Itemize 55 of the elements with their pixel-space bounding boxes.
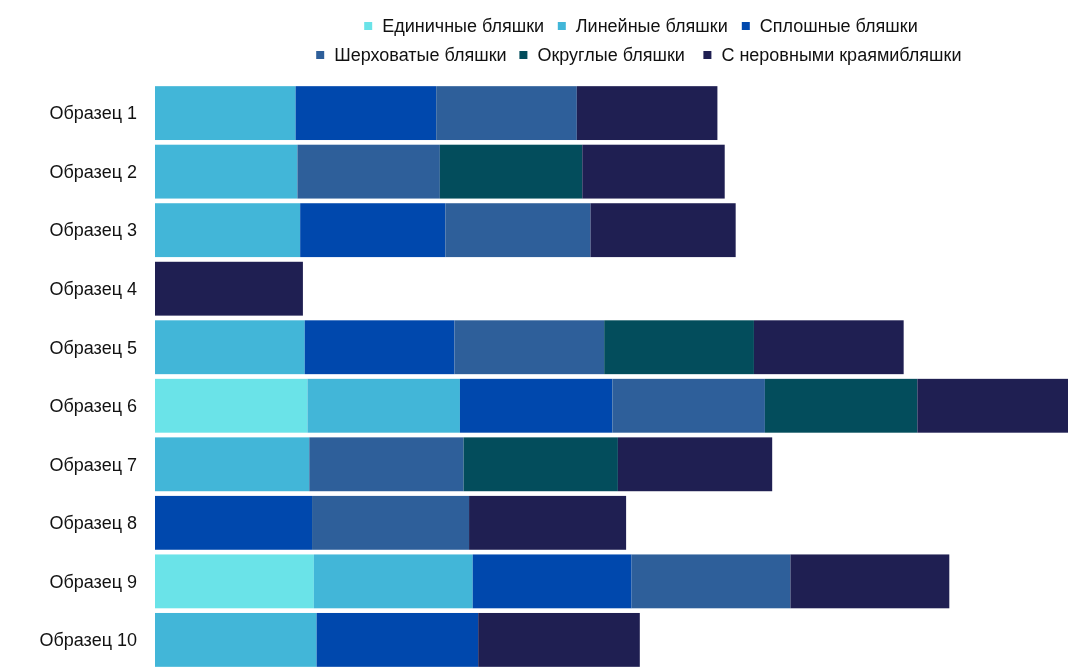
- legend-label: С неровными краямибляшки: [721, 45, 962, 66]
- bar: [459, 378, 613, 433]
- bar: [463, 437, 618, 492]
- bar: [313, 554, 473, 609]
- legend-label: Единичные бляшки: [382, 16, 545, 37]
- legend-label: Сплошные бляшки: [759, 16, 918, 37]
- bar: [297, 144, 440, 199]
- y-tick-label: Образец 10: [39, 630, 137, 651]
- bar: [582, 144, 725, 199]
- bar: [309, 437, 464, 492]
- y-tick-label: Образец 4: [49, 279, 137, 299]
- bar: [155, 612, 317, 667]
- bar: [604, 320, 754, 375]
- y-tick-label: Образец 2: [49, 161, 137, 182]
- legend-label: Округлые бляшки: [537, 45, 685, 66]
- y-tick-label: Образец 5: [49, 337, 137, 358]
- y-tick-label: Образец 1: [49, 103, 137, 124]
- y-tick-label: Образец 7: [49, 454, 137, 475]
- bar: [304, 320, 455, 375]
- bar: [155, 86, 296, 141]
- bar: [917, 378, 1068, 433]
- bar: [155, 203, 301, 258]
- bar: [312, 495, 470, 550]
- bar: [478, 612, 640, 667]
- legend-label: Линейные бляшки: [575, 16, 728, 37]
- bar: [790, 554, 950, 609]
- bar: [753, 320, 904, 375]
- bar: [155, 144, 298, 199]
- bar: [155, 378, 308, 433]
- bar: [307, 378, 460, 433]
- bar: [316, 612, 479, 667]
- bar: [631, 554, 791, 609]
- bar: [590, 203, 736, 258]
- bar: [155, 495, 313, 550]
- bar: [155, 320, 305, 375]
- bar: [617, 437, 773, 492]
- bar: [300, 203, 446, 258]
- bar: [439, 144, 583, 199]
- bar: [295, 86, 437, 141]
- bar: [155, 554, 314, 609]
- bar: [445, 203, 591, 258]
- bar: [764, 378, 918, 433]
- bar: [576, 86, 718, 141]
- bar: [612, 378, 765, 433]
- bar: [469, 495, 627, 550]
- bar: [155, 437, 310, 492]
- y-tick-label: Образец 3: [49, 220, 137, 241]
- y-tick-label: Образец 8: [49, 513, 137, 534]
- legend-label: Шерховатые бляшки: [334, 45, 507, 66]
- bar: [472, 554, 632, 609]
- bar: [155, 261, 303, 316]
- y-tick-label: Образец 6: [49, 396, 137, 417]
- bar: [454, 320, 605, 375]
- y-tick-label: Образец 9: [49, 571, 137, 592]
- bar: [436, 86, 577, 141]
